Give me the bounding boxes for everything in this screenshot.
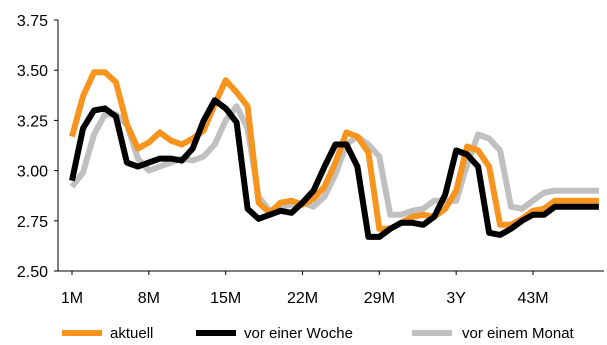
y-tick-label: 2.75: [17, 214, 48, 231]
series-line-vor-einer-woche: [69, 97, 599, 240]
series-lines: [69, 69, 599, 240]
axes: 2.50 2.75 3.00 3.25 3.50 3.75 1M 8M 15M 22M 29M 3Y 4…: [17, 13, 604, 307]
legend: aktuell vor einer Woche vor einem Monat: [62, 325, 575, 342]
series-line-vor-einem-monat: [69, 103, 599, 218]
x-tick-label: 22M: [287, 290, 318, 307]
series-line-aktuell: [69, 69, 599, 232]
legend-label-vor-einem-monat: vor einem Monat: [462, 325, 575, 342]
y-tick-label: 3.25: [17, 113, 48, 130]
x-tick-label: 15M: [210, 290, 241, 307]
legend-label-aktuell: aktuell: [110, 325, 153, 342]
y-tick-label: 3.50: [17, 63, 48, 80]
x-tick-label: 43M: [517, 290, 548, 307]
legend-label-vor-einer-woche: vor einer Woche: [244, 325, 353, 342]
x-tick-label: 1M: [61, 290, 83, 307]
y-tick-label: 3.75: [17, 13, 48, 30]
y-tick-label: 2.50: [17, 264, 48, 281]
x-tick-label: 3Y: [446, 290, 466, 307]
x-tick-label: 8M: [138, 290, 160, 307]
y-tick-label: 3.00: [17, 164, 48, 181]
x-tick-label: 29M: [364, 290, 395, 307]
